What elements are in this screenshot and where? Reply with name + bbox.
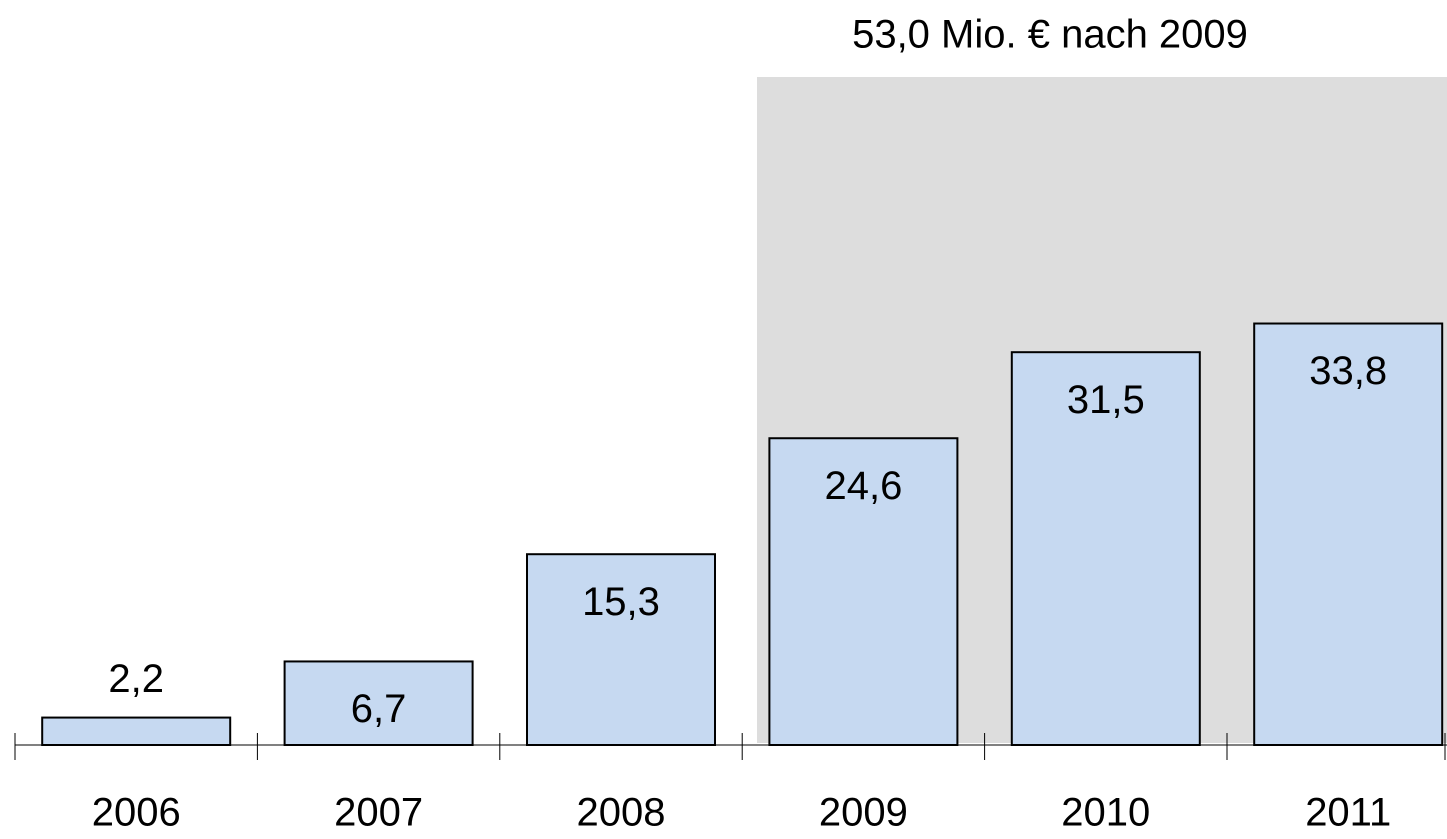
x-tick-label: 2009 xyxy=(819,791,908,835)
bar xyxy=(1010,351,1201,746)
value-label: 33,8 xyxy=(1309,349,1387,393)
bar xyxy=(41,716,232,746)
value-label: 24,6 xyxy=(824,464,902,508)
value-label: 31,5 xyxy=(1067,378,1145,422)
x-tick-label: 2007 xyxy=(334,791,423,835)
x-tick-label: 2006 xyxy=(92,791,181,835)
x-tick-label: 2008 xyxy=(577,791,666,835)
value-label: 6,7 xyxy=(351,687,407,731)
annotation: 53,0 Mio. € nach 2009 xyxy=(852,13,1248,57)
value-label: 15,3 xyxy=(582,580,660,624)
value-label: 2,2 xyxy=(108,657,164,701)
bar xyxy=(768,437,959,746)
bar xyxy=(283,660,474,746)
bar xyxy=(1253,322,1444,746)
bar xyxy=(526,553,716,746)
x-tick-label: 2010 xyxy=(1061,791,1150,835)
x-tick-label: 2011 xyxy=(1305,791,1391,835)
